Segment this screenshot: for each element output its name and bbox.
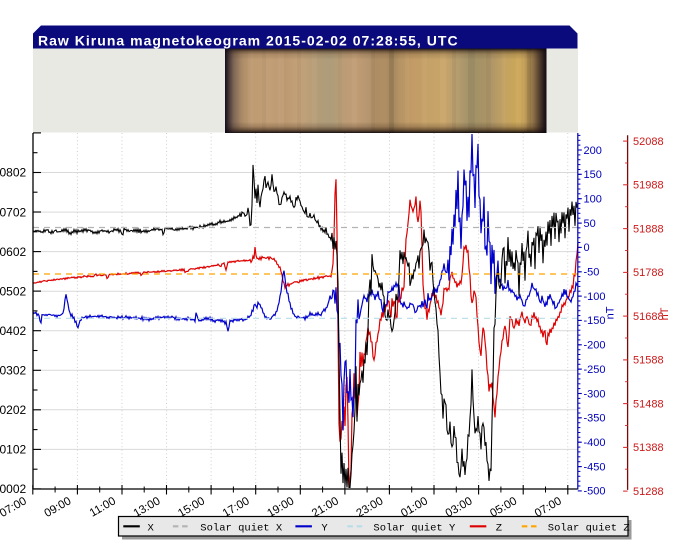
svg-text:0802: 0802	[0, 166, 27, 180]
svg-text:-500: -500	[584, 486, 606, 498]
svg-text:Solar quiet Y: Solar quiet Y	[373, 522, 456, 534]
svg-text:0002: 0002	[0, 482, 27, 496]
svg-text:Raw Kiruna magnetokeogram 2015: Raw Kiruna magnetokeogram 2015-02-02 07:…	[38, 32, 459, 48]
svg-text:51388: 51388	[633, 442, 664, 454]
svg-text:51788: 51788	[633, 267, 664, 279]
svg-text:0102: 0102	[0, 443, 27, 457]
svg-text:150: 150	[584, 169, 602, 181]
svg-text:0202: 0202	[0, 403, 27, 417]
svg-text:51488: 51488	[633, 398, 664, 410]
svg-text:Y: Y	[321, 522, 328, 534]
svg-text:Solar quiet Z: Solar quiet Z	[548, 522, 630, 534]
svg-text:nT: nT	[605, 306, 617, 319]
svg-text:-100: -100	[584, 291, 606, 303]
svg-text:51988: 51988	[633, 180, 664, 192]
svg-text:0502: 0502	[0, 284, 27, 298]
svg-text:Solar quiet X: Solar quiet X	[200, 522, 283, 534]
svg-text:0302: 0302	[0, 364, 27, 378]
svg-text:0702: 0702	[0, 205, 27, 219]
svg-text:09:00: 09:00	[42, 495, 73, 520]
svg-text:-400: -400	[584, 437, 606, 449]
svg-text:50: 50	[584, 218, 596, 230]
svg-text:0602: 0602	[0, 245, 27, 259]
svg-text:0: 0	[584, 242, 590, 254]
svg-text:11:00: 11:00	[88, 495, 118, 519]
svg-text:-150: -150	[584, 315, 606, 327]
svg-text:51888: 51888	[633, 223, 664, 235]
svg-text:-50: -50	[584, 267, 600, 279]
svg-text:Z: Z	[496, 522, 502, 534]
svg-text:51688: 51688	[633, 311, 664, 323]
svg-text:-300: -300	[584, 388, 606, 400]
svg-text:-350: -350	[584, 413, 606, 425]
svg-text:200: 200	[584, 145, 602, 157]
svg-text:51288: 51288	[633, 486, 664, 498]
svg-text:-250: -250	[584, 364, 606, 376]
svg-text:nT: nT	[659, 307, 671, 320]
svg-text:52088: 52088	[633, 136, 664, 148]
svg-text:51588: 51588	[633, 355, 664, 367]
svg-text:100: 100	[584, 194, 602, 206]
svg-text:-200: -200	[584, 340, 606, 352]
svg-text:07:00: 07:00	[0, 495, 29, 520]
svg-text:-450: -450	[584, 461, 606, 473]
svg-text:0402: 0402	[0, 324, 27, 338]
svg-text:X: X	[148, 522, 155, 534]
